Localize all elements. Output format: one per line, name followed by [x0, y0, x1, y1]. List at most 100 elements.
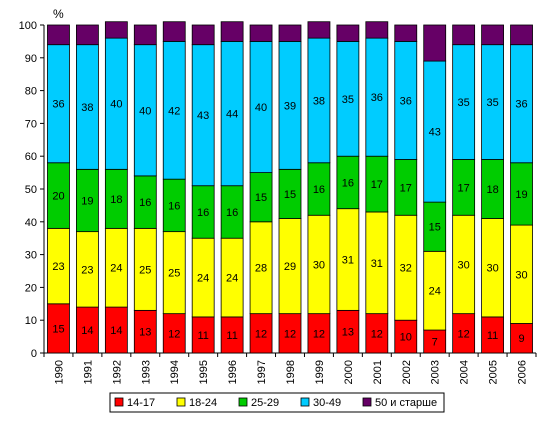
data-label: 13	[139, 327, 151, 339]
data-label: 12	[458, 328, 470, 340]
x-tick-label: 1991	[82, 360, 94, 384]
x-tick-label: 2006	[517, 360, 529, 384]
data-label: 25	[139, 264, 151, 276]
data-label: 12	[313, 328, 325, 340]
data-label: 30	[486, 263, 498, 275]
data-label: 14	[110, 325, 122, 337]
data-label: 23	[52, 261, 64, 273]
data-label: 7	[432, 337, 438, 349]
bar-segment	[133, 24, 157, 46]
legend-label: 14-17	[127, 397, 155, 409]
legend-swatch	[362, 397, 372, 407]
data-label: 9	[518, 333, 524, 345]
x-tick-label: 1997	[256, 360, 268, 384]
bar-segment	[220, 21, 244, 42]
data-label: 40	[139, 105, 151, 117]
legend-swatch	[114, 397, 124, 407]
x-tick-label: 2000	[343, 360, 355, 384]
legend: 14-17 18-24 25-29 30-49 50 и старше	[109, 392, 445, 413]
data-label: 36	[52, 99, 64, 111]
x-tick-label: 2001	[372, 360, 384, 384]
data-label: 12	[168, 328, 180, 340]
x-tick-label: 1998	[285, 360, 297, 384]
data-label: 11	[226, 330, 237, 342]
x-tick-label: 2004	[459, 360, 471, 384]
data-label: 28	[255, 263, 267, 275]
data-label: 30	[313, 259, 325, 271]
x-tick-label: 1993	[140, 360, 152, 384]
data-label: 15	[255, 192, 267, 204]
bar-segment	[278, 24, 302, 42]
data-label: 29	[284, 261, 296, 273]
y-tick-label: 20	[25, 282, 37, 294]
data-label: 31	[342, 255, 354, 267]
bars	[47, 21, 533, 354]
legend-label: 30-49	[313, 397, 341, 409]
y-tick-label: 80	[25, 86, 37, 98]
data-label: 38	[313, 95, 325, 107]
data-label: 11	[487, 330, 498, 342]
data-label: 13	[342, 327, 354, 339]
data-label: 32	[400, 263, 412, 275]
y-unit-label: %	[53, 7, 64, 21]
y-tick-label: 90	[25, 53, 37, 65]
data-label: 19	[81, 195, 93, 207]
legend-swatch	[238, 397, 248, 407]
legend-box	[109, 392, 445, 413]
data-label: 40	[110, 99, 122, 111]
y-tick-label: 10	[25, 315, 37, 327]
data-label: 12	[371, 328, 383, 340]
legend-label: 50 и старше	[375, 397, 437, 409]
x-tick-label: 1992	[111, 360, 123, 384]
y-tick-label: 30	[25, 250, 37, 262]
bar-segment	[191, 24, 215, 46]
y-tick-label: 50	[25, 184, 37, 196]
bar-segment	[365, 21, 389, 39]
legend-label: 18-24	[189, 397, 217, 409]
bar-segment	[481, 24, 504, 46]
data-label: 24	[197, 273, 209, 285]
data-label: 43	[429, 127, 441, 139]
data-label: 31	[371, 258, 383, 270]
data-label: 11	[197, 330, 208, 342]
data-label: 40	[255, 102, 267, 114]
x-tick-label: 1994	[169, 360, 181, 384]
data-label: 17	[458, 182, 470, 194]
data-label: 24	[429, 286, 441, 298]
data-label: 15	[284, 189, 296, 201]
y-tick-label: 40	[25, 217, 37, 229]
data-label: 39	[284, 100, 296, 112]
legend-swatch	[300, 397, 310, 407]
data-label: 30	[515, 269, 527, 281]
data-label: 30	[458, 259, 470, 271]
y-tick-label: 100	[19, 20, 37, 32]
x-tick-label: 1995	[198, 360, 210, 384]
x-tick-label: 1996	[227, 360, 239, 384]
data-label: 36	[400, 95, 412, 107]
y-tick-label: 0	[31, 348, 37, 360]
data-label: 18	[110, 194, 122, 206]
data-label: 44	[226, 109, 238, 121]
data-labels: 15 23 20 36 14 23 19 38 14 24 18 40 13 25 16 40 12 25 16 42…	[52, 92, 527, 348]
legend-label: 25-29	[251, 397, 279, 409]
x-tick-label: 1999	[314, 360, 326, 384]
data-label: 15	[429, 222, 441, 234]
data-label: 35	[458, 97, 470, 109]
bar-segment	[162, 21, 186, 42]
data-label: 43	[197, 110, 209, 122]
data-label: 23	[81, 264, 93, 276]
data-label: 16	[139, 197, 151, 209]
bar-segment	[307, 21, 331, 39]
x-tick-label: 2002	[401, 360, 413, 384]
data-label: 10	[400, 332, 412, 344]
data-label: 35	[486, 97, 498, 109]
x-tick-label: 1990	[53, 360, 65, 384]
data-label: 16	[226, 207, 238, 219]
bar-segment	[452, 24, 476, 46]
x-tick-label: 2003	[430, 360, 442, 384]
data-label: 42	[168, 105, 180, 117]
data-label: 16	[342, 177, 354, 189]
legend-swatch	[176, 397, 186, 407]
y-tick-label: 70	[25, 118, 37, 130]
data-label: 12	[255, 328, 267, 340]
